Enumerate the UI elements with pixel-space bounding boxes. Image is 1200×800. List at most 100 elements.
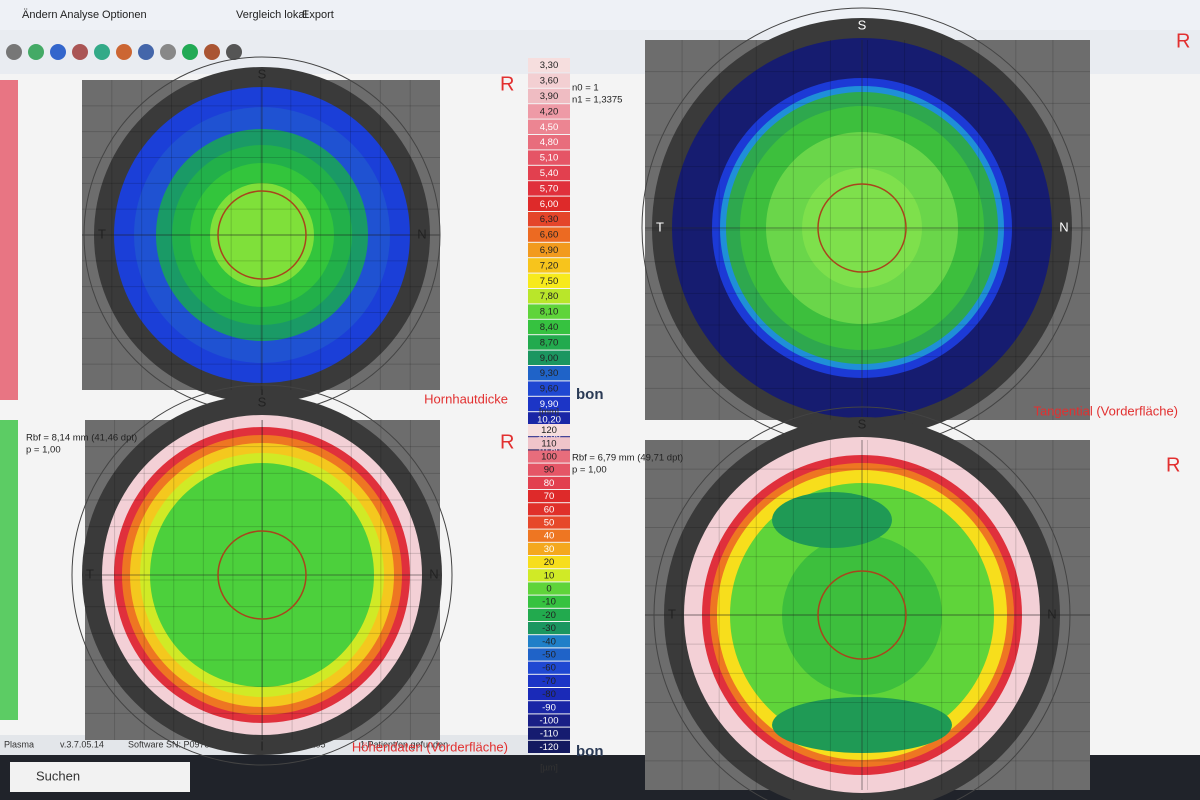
scale-swatch <box>528 727 570 740</box>
orientation-label: T <box>668 606 676 621</box>
toolbar-icon[interactable] <box>72 44 88 60</box>
toolbar-icon[interactable] <box>50 44 66 60</box>
scale-label: -20 <box>542 610 556 621</box>
orientation-label: S <box>258 394 267 409</box>
scale-swatch <box>528 227 570 242</box>
scale-swatch <box>528 516 570 529</box>
scale-swatch <box>528 503 570 516</box>
scale-swatch <box>528 661 570 674</box>
scale-label: 5,40 <box>540 168 559 179</box>
pupil-circle <box>817 183 907 273</box>
orientation-label: I <box>260 738 264 753</box>
scale-label: 9,90 <box>540 399 559 410</box>
scale-swatch <box>528 714 570 727</box>
scale-swatch <box>528 196 570 211</box>
search-box[interactable] <box>10 762 190 792</box>
scale-label: 10,20 <box>537 414 561 425</box>
scale-label: 4,80 <box>540 137 559 148</box>
scale-unit: [µm] <box>540 762 558 772</box>
pupil-circle <box>817 570 907 660</box>
orientation-label: S <box>858 416 867 431</box>
scale-swatch <box>528 88 570 104</box>
logo: bon <box>576 386 604 403</box>
toolbar-icon[interactable] <box>6 44 22 60</box>
scale-swatch <box>528 350 570 365</box>
scale-label: 6,00 <box>540 199 559 210</box>
scale-label: -120 <box>539 742 558 753</box>
orientation-label: T <box>98 226 106 241</box>
logo: bon <box>576 743 604 760</box>
scale-swatch <box>528 165 570 181</box>
scale-swatch <box>528 258 570 273</box>
outer-circle <box>71 384 453 766</box>
scale-swatch <box>528 476 570 489</box>
scale-label: 9,00 <box>540 353 559 364</box>
toolbar-icon[interactable] <box>94 44 110 60</box>
scale-label: -40 <box>542 636 556 647</box>
scale-swatch <box>528 289 570 304</box>
scale-swatch <box>528 150 570 165</box>
left-scale-stub <box>0 80 18 400</box>
orientation-label: I <box>260 386 264 401</box>
map-info: n0 = 1 <box>572 83 599 94</box>
eye-label: R <box>500 73 514 95</box>
map-info: n1 = 1,3375 <box>572 95 622 106</box>
scale-swatch <box>528 556 570 569</box>
toolbar-icon[interactable] <box>138 44 154 60</box>
menu-item[interactable]: Export <box>302 9 334 21</box>
toolbar-icon[interactable] <box>160 44 176 60</box>
scale-label: 9,30 <box>540 368 559 379</box>
scale-swatch <box>528 104 570 119</box>
toolbar-icon[interactable] <box>116 44 132 60</box>
scale-swatch <box>528 304 570 319</box>
toolbar-icon[interactable] <box>226 44 242 60</box>
status-item: 1 Patient/en gefunden <box>360 739 448 749</box>
orientation-label: N <box>417 226 426 241</box>
scale-label: -50 <box>542 650 556 661</box>
toolbar-icon[interactable] <box>204 44 220 60</box>
status-item: Software SN: P09788 <box>128 739 215 749</box>
scale-swatch <box>528 569 570 582</box>
scale-unit: [mm] <box>539 406 559 416</box>
orientation-label: N <box>1059 219 1068 234</box>
scale-label: 7,50 <box>540 276 559 287</box>
scale-label: -30 <box>542 623 556 634</box>
scale-label: 5,10 <box>540 153 559 164</box>
scale-swatch <box>528 740 570 753</box>
scale-label: 9,60 <box>540 384 559 395</box>
search-text[interactable]: Suchen <box>36 768 80 783</box>
menu-item[interactable]: Optionen <box>102 9 147 21</box>
status-item: v.3.7.05.14 <box>60 739 104 749</box>
map-info: p = 1,00 <box>572 465 607 476</box>
scale-swatch <box>528 335 570 350</box>
toolbar-icon[interactable] <box>28 44 44 60</box>
scale-swatch <box>528 648 570 661</box>
menu-item[interactable]: Ändern <box>22 9 57 21</box>
scale-label: -90 <box>542 702 556 713</box>
scale-swatch <box>528 595 570 608</box>
map-title: Hornhautdicke <box>424 391 508 406</box>
scale-label: 8,70 <box>540 337 559 348</box>
map-title: Höhendaten (Vorderfläche) <box>352 739 508 754</box>
scale-label: 8,40 <box>540 322 559 333</box>
map-info: Rbf = 8,14 mm (41,46 dpt) <box>26 433 137 444</box>
menu-item[interactable]: Vergleich lokal <box>236 9 307 21</box>
scale-swatch <box>528 396 570 412</box>
scale-swatch <box>528 366 570 381</box>
scale-label: 40 <box>544 531 555 542</box>
scale-swatch <box>528 635 570 648</box>
outer-circle <box>653 406 1071 800</box>
orientation-label: T <box>86 566 94 581</box>
scale-label: 0 <box>546 584 551 595</box>
scale-label: -70 <box>542 676 556 687</box>
scale-label: 3,60 <box>540 76 559 87</box>
scale-swatch <box>528 73 570 88</box>
menu-item[interactable]: Analyse <box>60 9 99 21</box>
scale-swatch <box>528 608 570 621</box>
scale-swatch <box>528 212 570 227</box>
toolbar-icon[interactable] <box>182 44 198 60</box>
scale-swatch <box>528 437 570 450</box>
scale-swatch <box>528 582 570 595</box>
